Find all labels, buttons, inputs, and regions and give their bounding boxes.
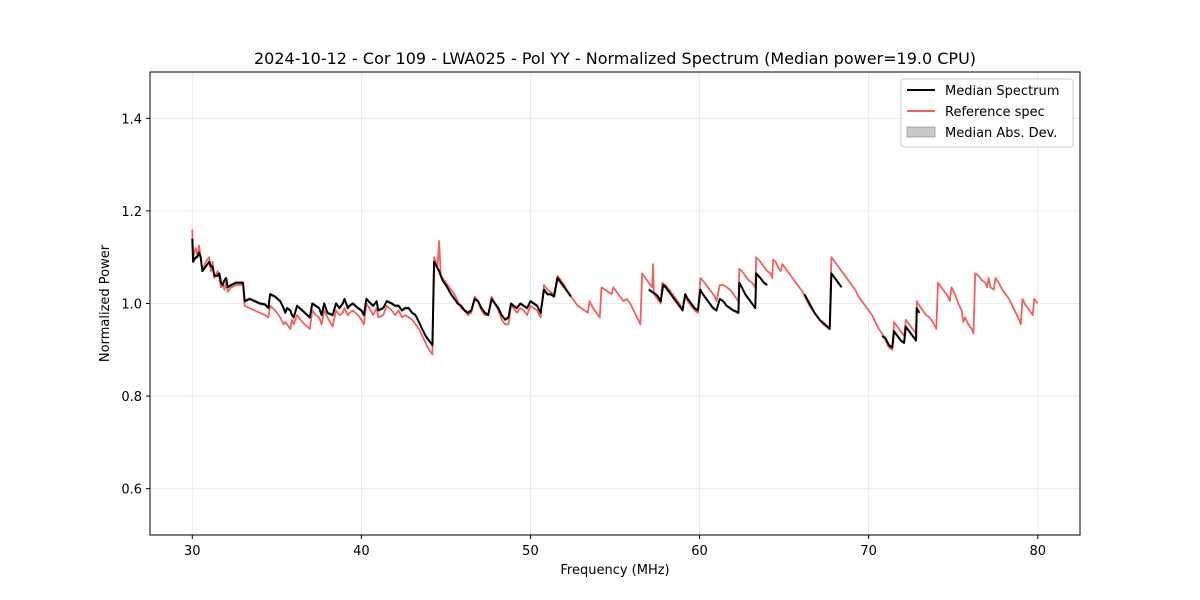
median-spectrum-line [648,272,768,314]
y-tick-label: 1.4 [121,112,142,127]
x-tick-label: 50 [522,544,539,559]
x-tick-label: 60 [691,544,708,559]
y-axis-label: Normalized Power [98,244,113,362]
y-tick-label: 0.6 [121,483,142,498]
median-abs-dev-band [192,236,920,350]
chart-title: 2024-10-12 - Cor 109 - LWA025 - Pol YY -… [254,49,976,68]
legend-label-reference: Reference spec [945,105,1045,120]
median-spectrum-line [803,272,843,330]
legend-label-mad: Median Abs. Dev. [945,126,1057,141]
x-tick-label: 40 [353,544,370,559]
median-spectrum-line [881,307,921,349]
x-axis-label: Frequency (MHz) [560,563,669,578]
x-tick-label: 80 [1029,544,1046,559]
mad-band-segment [648,271,768,315]
median-spectrum-line [191,238,572,347]
legend-label-median: Median Spectrum [945,84,1059,99]
series-lines [191,229,1039,356]
mad-band-segment [192,236,572,347]
y-tick-label: 0.8 [121,390,142,405]
legend-box [900,78,1074,148]
grid-lines [150,72,1080,535]
x-axis-ticks: 30 40 50 60 70 80 [184,535,1046,559]
x-tick-label: 70 [860,544,877,559]
y-tick-label: 1.0 [121,298,142,313]
legend-swatch-mad [906,126,936,138]
x-tick-label: 30 [184,544,201,559]
reference-spectrum-line [191,229,1039,356]
y-tick-label: 1.2 [121,205,142,220]
legend: Median Spectrum Reference spec Median Ab… [900,78,1074,148]
y-axis-ticks: 0.6 0.8 1.0 1.2 1.4 [121,112,150,498]
